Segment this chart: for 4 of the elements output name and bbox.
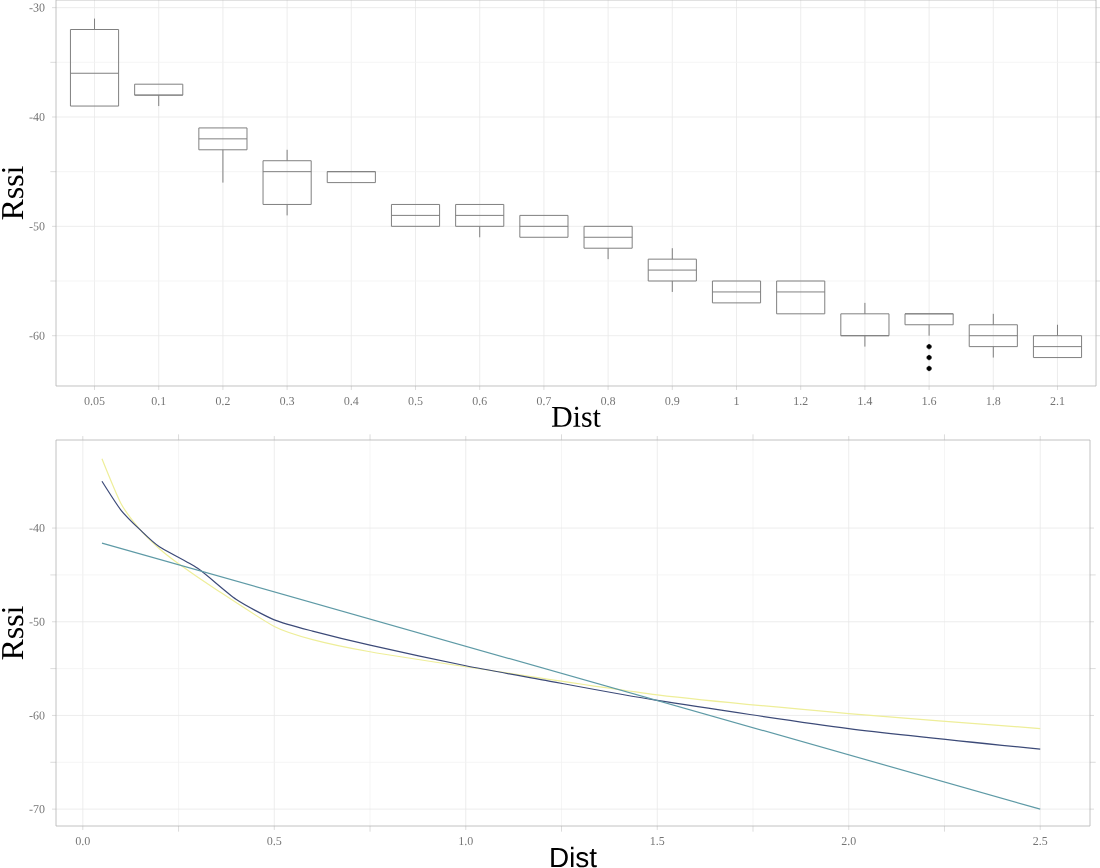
x-axis-title: Dist bbox=[551, 846, 597, 868]
x-axis-title: Dist bbox=[551, 406, 601, 427]
y-axis-title: Rssi bbox=[1, 606, 24, 660]
y-axis-title: Rssi bbox=[1, 166, 24, 220]
